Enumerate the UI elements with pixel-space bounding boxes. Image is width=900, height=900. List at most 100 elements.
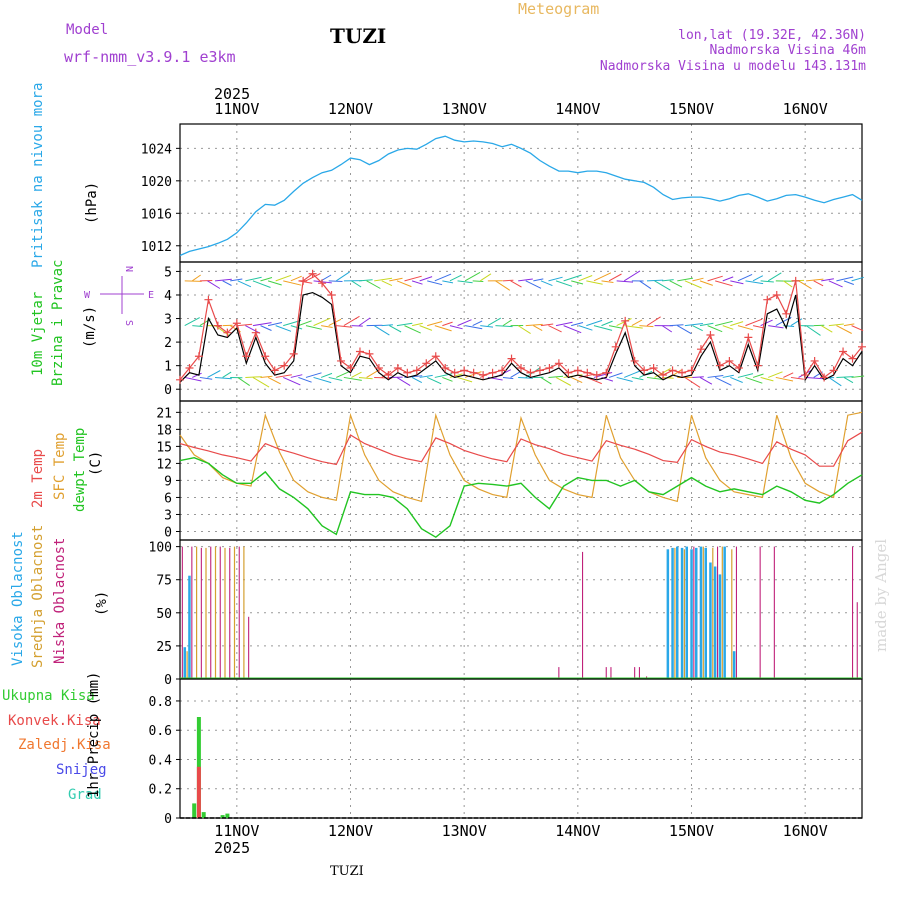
wind-direction-arrow [646, 376, 664, 380]
low-cloud-bar [200, 547, 202, 679]
wind-direction-arrow [730, 376, 743, 383]
wind-axis-unit: (m/s) [82, 306, 98, 348]
legend-snow: Snijeg [56, 762, 107, 778]
wind-compass: W E N S [84, 266, 154, 326]
wind-direction-arrow [502, 376, 514, 380]
wind-direction-arrow [245, 276, 262, 282]
wind-direction-arrow [245, 376, 262, 378]
wind-direction-arrow [745, 280, 764, 285]
wind-direction-arrow [464, 271, 481, 282]
wind-gust-marker [706, 331, 715, 340]
wind-direction-arrow [275, 374, 292, 378]
mid-cloud-bar [186, 651, 188, 679]
wind-gust-marker [450, 368, 459, 377]
high-cloud-bar [685, 546, 688, 679]
wind-direction-arrow [828, 323, 844, 327]
top-day-label: 13NOV [442, 100, 487, 118]
wind-direction-arrow [813, 280, 824, 287]
wind-direction-arrow [260, 375, 273, 378]
wind-direction-arrow [215, 278, 232, 282]
wind-direction-arrow [252, 280, 271, 288]
wind-direction-arrow [192, 274, 201, 282]
wind-gust-marker [289, 349, 298, 358]
wind-gust-marker [621, 316, 630, 325]
low-cloud-bar [735, 546, 737, 679]
wind-direction-arrow [374, 277, 393, 282]
wind-direction-arrow [586, 376, 602, 385]
meteogram-title: Meteogram [518, 0, 599, 18]
wind-panel: 0 1 2 3 4 5 [164, 261, 866, 402]
wind-direction-arrow [207, 370, 221, 378]
wind-direction-arrow [677, 277, 694, 282]
wind-gust-marker [469, 368, 478, 377]
wind-direction-arrow [563, 325, 582, 334]
high-cloud-bar [671, 547, 674, 679]
wind-direction-arrow [267, 280, 282, 286]
credit-watermark: made by Angel [872, 539, 890, 652]
wind-direction-arrow [275, 325, 292, 332]
wind-direction-arrow [237, 280, 252, 288]
wind-direction-arrow [586, 280, 603, 285]
wind-direction-arrow [381, 280, 393, 287]
wind-direction-arrow [684, 323, 703, 327]
wind-direction-arrow [298, 320, 312, 327]
wind-direction-arrow [540, 323, 554, 327]
wind-direction-arrow [586, 319, 603, 327]
low-cloud-bar [229, 547, 231, 679]
wind-gust-marker [848, 354, 857, 363]
low-cloud-bar [191, 546, 193, 679]
wind-gust-marker [251, 328, 260, 337]
temp-axis-dewpt: dewpt Temp [72, 428, 88, 512]
total-rain-bar [220, 815, 225, 818]
wind-direction-arrow [851, 276, 864, 282]
mid-cloud-bar [233, 546, 236, 679]
wind-direction-arrow [442, 376, 453, 382]
mid-cloud-bar [683, 549, 685, 679]
wind-direction-arrow [517, 325, 531, 335]
wind-direction-arrow [821, 325, 833, 333]
cloud-axis-low: Niska Oblacnost [52, 538, 68, 664]
wind-direction-arrow [571, 280, 584, 285]
wind-direction-arrow [722, 276, 734, 282]
wind-gust-marker [829, 366, 838, 375]
wind-direction-arrow [624, 369, 642, 378]
wind-direction-arrow [502, 279, 514, 282]
high-cloud-bar [695, 547, 698, 679]
altitude-label: Nadmorska Visina 46m [709, 43, 866, 58]
wind-direction-arrow [533, 278, 544, 282]
wind-direction-arrow [457, 319, 472, 327]
wind-direction-arrow [578, 325, 593, 331]
wind-direction-arrow [313, 317, 331, 327]
wind-direction-arrow [646, 279, 664, 282]
wind-direction-arrow [631, 319, 643, 327]
wind-direction-arrow [699, 322, 714, 327]
wind-gust-marker [573, 366, 582, 375]
temperature-tick-label: 0 [164, 525, 172, 540]
wind-gust-marker [308, 269, 317, 278]
wind-gust-marker [346, 364, 355, 373]
cloud-axis-high: Visoka Oblacnost [10, 531, 26, 666]
wind-direction-arrow [805, 325, 821, 336]
wind-direction-arrow [790, 376, 804, 380]
compass-e: E [148, 290, 154, 301]
wind-direction-arrow [389, 277, 403, 282]
wind-direction-arrow [465, 325, 483, 330]
wind-direction-arrow [548, 325, 562, 333]
wind-direction-arrow [427, 376, 442, 385]
wind-direction-arrow [518, 278, 533, 282]
precip-axis-label: 1hr Precip (mm) [86, 672, 102, 798]
mid-cloud-bar [702, 546, 704, 679]
wind-direction-arrow [457, 280, 473, 284]
top-day-label: 11NOV [214, 100, 259, 118]
cloud-axis-mid: Srednja Oblacnost [30, 525, 46, 668]
wind-direction-arrow [692, 277, 704, 282]
model-altitude-label: Nadmorska Visina u modelu 143.131m [600, 59, 866, 74]
wind-direction-arrow [215, 376, 232, 380]
temperature-frame [179, 400, 863, 541]
wind-direction-arrow [525, 323, 543, 327]
high-cloud-bar [680, 547, 684, 679]
bottom-day-labels: 11NOV 12NOV 13NOV 14NOV 15NOV 16NOV [214, 822, 827, 840]
wind-direction-arrow [669, 280, 683, 288]
wind-direction-arrow [449, 325, 463, 330]
wind-direction-arrow [752, 373, 764, 378]
